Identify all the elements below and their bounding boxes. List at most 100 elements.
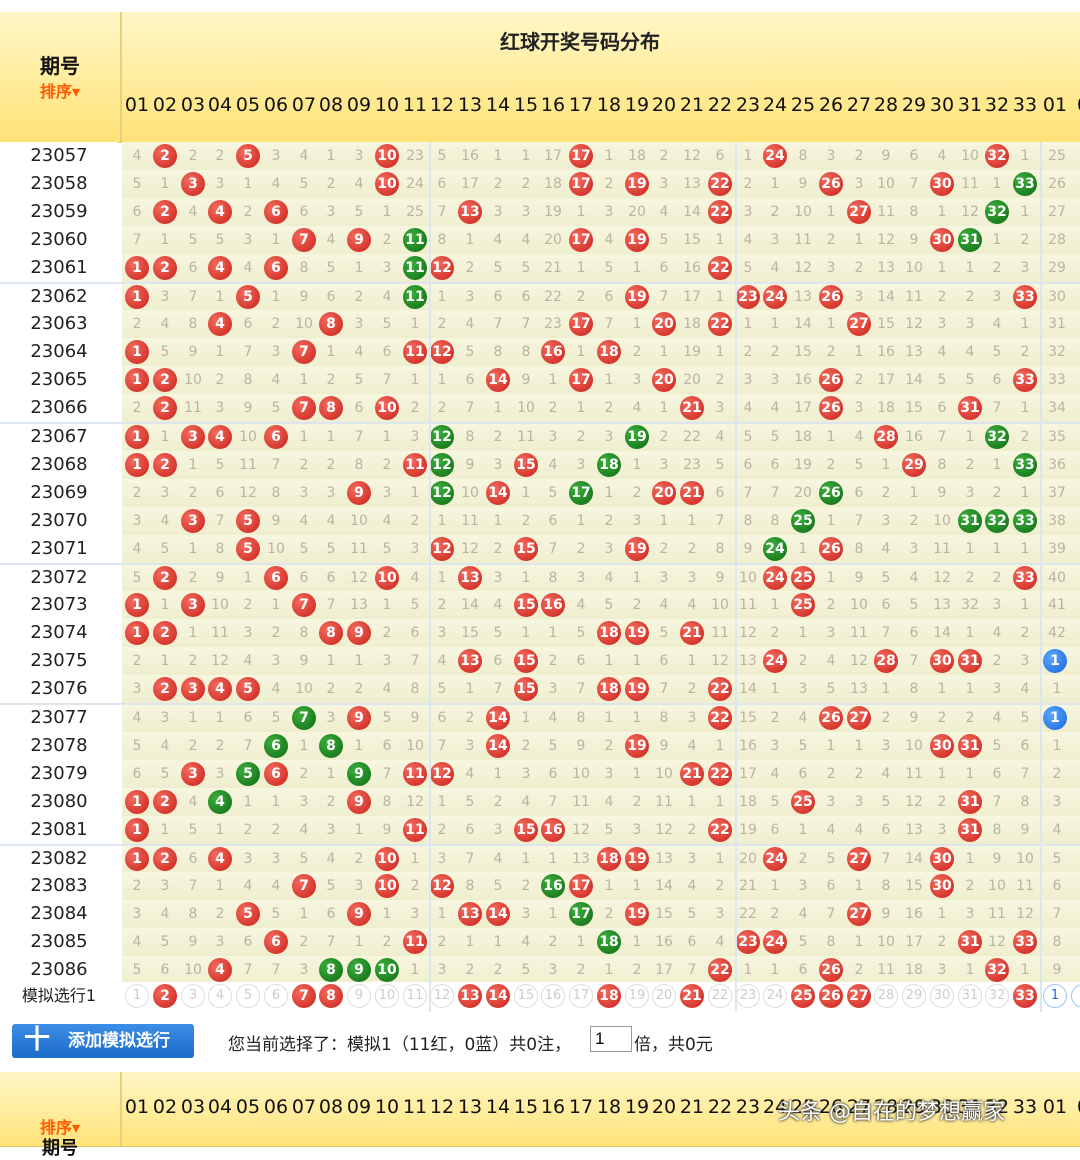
sim-pick-04[interactable]: 4: [208, 984, 232, 1008]
red-ball-31[interactable]: 31: [958, 818, 982, 842]
red-ball-33[interactable]: 33: [1013, 930, 1037, 954]
sim-pick-09[interactable]: 9: [347, 984, 371, 1008]
red-ball-09[interactable]: 9: [347, 621, 371, 645]
red-ball-01[interactable]: 1: [125, 285, 149, 309]
red-ball-26[interactable]: 26: [819, 172, 843, 196]
red-ball-02[interactable]: 2: [153, 396, 177, 420]
sim-pick-32[interactable]: 32: [985, 984, 1009, 1008]
sim-pick-10[interactable]: 10: [375, 984, 399, 1008]
red-ball-19[interactable]: 19: [625, 734, 649, 758]
red-ball-31[interactable]: 31: [958, 734, 982, 758]
red-ball-06[interactable]: 6: [264, 930, 288, 954]
red-ball-04[interactable]: 4: [208, 847, 232, 871]
red-ball-04[interactable]: 4: [208, 312, 232, 336]
red-ball-31[interactable]: 31: [958, 790, 982, 814]
red-ball-02[interactable]: 2: [153, 847, 177, 871]
red-ball-30[interactable]: 30: [930, 847, 954, 871]
red-ball-09[interactable]: 9: [347, 228, 371, 252]
blue-ball[interactable]: 1: [1043, 706, 1067, 730]
red-ball-09[interactable]: 9: [347, 958, 371, 982]
red-ball-11[interactable]: 11: [403, 228, 427, 252]
sim-blue-pick[interactable]: 1: [1043, 984, 1067, 1008]
red-ball-13[interactable]: 13: [458, 566, 482, 590]
red-ball-01[interactable]: 1: [125, 425, 149, 449]
red-ball-04[interactable]: 4: [208, 958, 232, 982]
sim-pick-31[interactable]: 31: [958, 984, 982, 1008]
red-ball-25[interactable]: 25: [791, 509, 815, 533]
red-ball-14[interactable]: 14: [486, 368, 510, 392]
red-ball-24[interactable]: 24: [763, 285, 787, 309]
red-ball-19[interactable]: 19: [625, 172, 649, 196]
sim-pick-33[interactable]: 33: [1013, 984, 1037, 1008]
red-ball-01[interactable]: 1: [125, 453, 149, 477]
red-ball-02[interactable]: 2: [153, 453, 177, 477]
red-ball-19[interactable]: 19: [625, 425, 649, 449]
red-ball-19[interactable]: 19: [625, 677, 649, 701]
red-ball-11[interactable]: 11: [403, 818, 427, 842]
red-ball-19[interactable]: 19: [625, 285, 649, 309]
red-ball-07[interactable]: 7: [292, 874, 316, 898]
red-ball-26[interactable]: 26: [819, 537, 843, 561]
sim-pick-20[interactable]: 20: [652, 984, 676, 1008]
red-ball-10[interactable]: 10: [375, 144, 399, 168]
red-ball-26[interactable]: 26: [819, 706, 843, 730]
red-ball-11[interactable]: 11: [403, 340, 427, 364]
red-ball-20[interactable]: 20: [652, 481, 676, 505]
sim-pick-14[interactable]: 14: [486, 984, 510, 1008]
red-ball-04[interactable]: 4: [208, 256, 232, 280]
sim-pick-05[interactable]: 5: [236, 984, 260, 1008]
red-ball-07[interactable]: 7: [292, 340, 316, 364]
footer-sort-button[interactable]: 排序▾: [39, 1118, 81, 1137]
red-ball-23[interactable]: 23: [736, 285, 760, 309]
red-ball-05[interactable]: 5: [236, 285, 260, 309]
red-ball-22[interactable]: 22: [708, 706, 732, 730]
red-ball-17[interactable]: 17: [569, 368, 593, 392]
red-ball-19[interactable]: 19: [625, 228, 649, 252]
red-ball-15[interactable]: 15: [514, 593, 538, 617]
red-ball-24[interactable]: 24: [763, 566, 787, 590]
red-ball-10[interactable]: 10: [375, 847, 399, 871]
red-ball-32[interactable]: 32: [985, 958, 1009, 982]
sim-pick-11[interactable]: 11: [403, 984, 427, 1008]
red-ball-04[interactable]: 4: [208, 200, 232, 224]
red-ball-01[interactable]: 1: [125, 818, 149, 842]
red-ball-12[interactable]: 12: [430, 256, 454, 280]
red-ball-16[interactable]: 16: [541, 593, 565, 617]
red-ball-20[interactable]: 20: [652, 368, 676, 392]
red-ball-17[interactable]: 17: [569, 874, 593, 898]
red-ball-21[interactable]: 21: [680, 481, 704, 505]
red-ball-09[interactable]: 9: [347, 706, 371, 730]
red-ball-06[interactable]: 6: [264, 566, 288, 590]
red-ball-05[interactable]: 5: [236, 677, 260, 701]
red-ball-02[interactable]: 2: [153, 677, 177, 701]
red-ball-09[interactable]: 9: [347, 790, 371, 814]
red-ball-32[interactable]: 32: [985, 200, 1009, 224]
sim-pick-12[interactable]: 12: [430, 984, 454, 1008]
red-ball-28[interactable]: 28: [874, 425, 898, 449]
red-ball-15[interactable]: 15: [514, 453, 538, 477]
red-ball-29[interactable]: 29: [902, 453, 926, 477]
red-ball-22[interactable]: 22: [708, 312, 732, 336]
red-ball-03[interactable]: 3: [181, 677, 205, 701]
red-ball-19[interactable]: 19: [625, 847, 649, 871]
sim-pick-19[interactable]: 19: [625, 984, 649, 1008]
red-ball-18[interactable]: 18: [597, 847, 621, 871]
red-ball-03[interactable]: 3: [181, 593, 205, 617]
red-ball-15[interactable]: 15: [514, 818, 538, 842]
red-ball-06[interactable]: 6: [264, 762, 288, 786]
red-ball-24[interactable]: 24: [763, 847, 787, 871]
red-ball-25[interactable]: 25: [791, 566, 815, 590]
red-ball-27[interactable]: 27: [847, 847, 871, 871]
red-ball-10[interactable]: 10: [375, 172, 399, 196]
red-ball-33[interactable]: 33: [1013, 566, 1037, 590]
red-ball-09[interactable]: 9: [347, 902, 371, 926]
red-ball-14[interactable]: 14: [486, 706, 510, 730]
sim-pick-13[interactable]: 13: [458, 984, 482, 1008]
sim-pick-26[interactable]: 26: [819, 984, 843, 1008]
sim-pick-06[interactable]: 6: [264, 984, 288, 1008]
red-ball-03[interactable]: 3: [181, 172, 205, 196]
red-ball-27[interactable]: 27: [847, 312, 871, 336]
red-ball-07[interactable]: 7: [292, 228, 316, 252]
sim-pick-21[interactable]: 21: [680, 984, 704, 1008]
red-ball-30[interactable]: 30: [930, 649, 954, 673]
